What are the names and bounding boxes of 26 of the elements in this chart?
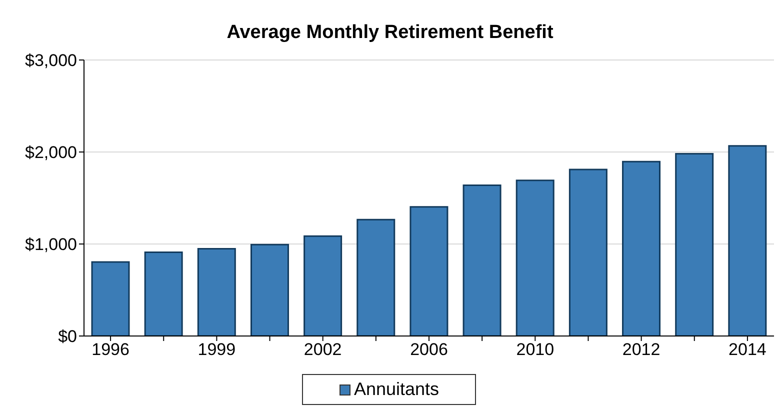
x-tick-label: 1996 xyxy=(92,340,130,360)
bar xyxy=(462,184,502,336)
x-tick-label: 2002 xyxy=(304,340,342,360)
x-tick-label: 1999 xyxy=(198,340,236,360)
chart-title: Average Monthly Retirement Benefit xyxy=(226,22,554,44)
x-tick-label: 2012 xyxy=(622,340,660,360)
bar xyxy=(568,168,608,336)
bar xyxy=(410,206,448,336)
x-tick-label: 2010 xyxy=(516,340,554,360)
y-tick-label: $1,000 xyxy=(25,235,77,254)
legend-label: Annuitants xyxy=(354,379,440,400)
y-tick-label: $0 xyxy=(58,327,77,346)
bar xyxy=(516,180,554,336)
bar xyxy=(197,248,236,336)
y-tick-label: $3,000 xyxy=(25,51,77,70)
x-tick-label: 2014 xyxy=(728,340,766,360)
bar xyxy=(728,145,767,336)
bar xyxy=(250,244,289,336)
bar xyxy=(622,160,661,336)
y-tick-label: $2,000 xyxy=(25,143,77,162)
bar xyxy=(304,235,342,336)
bar xyxy=(144,252,183,336)
bar xyxy=(675,153,714,336)
x-tick-label: 2006 xyxy=(410,340,448,360)
bar xyxy=(356,218,396,336)
bar xyxy=(91,261,130,336)
